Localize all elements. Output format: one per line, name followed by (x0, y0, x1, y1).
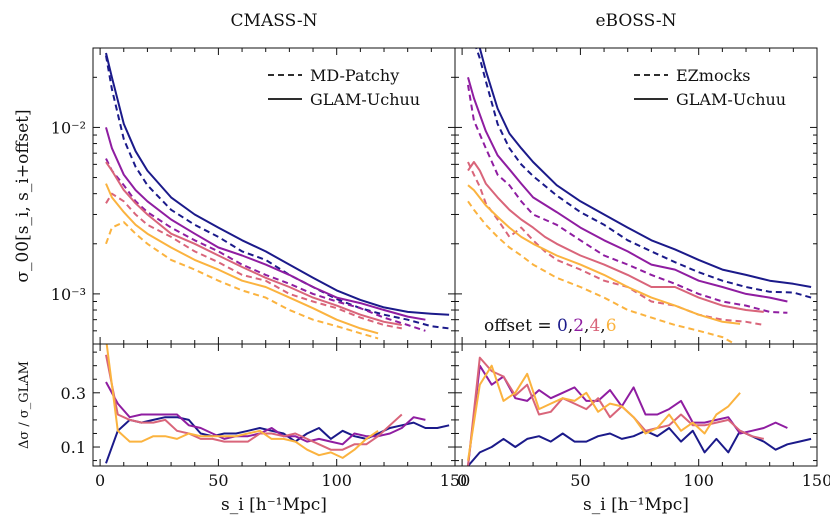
eboss-top-offset6-dashed-line (467, 200, 737, 344)
panel-eboss-bottom-frame (454, 343, 818, 467)
y-tick-label-bottom: 0.3 (61, 384, 86, 403)
x-tick-label: 100 (321, 471, 352, 490)
panel-cmass-bottom-frame (92, 343, 456, 467)
panel-cmass-bottom-series (105, 344, 450, 464)
legend-cmass: MD-Patchy GLAM-Uchuu (268, 66, 420, 109)
eboss-top-offset2-solid-line (467, 77, 788, 303)
offset-value-4: 4 (589, 316, 600, 336)
y-tick-label-bottom: 0.1 (61, 438, 86, 457)
panel-cmass-top-series (105, 52, 450, 340)
x-tick-label: 100 (683, 471, 714, 490)
cmass-bottom-offset2-solid-line (105, 381, 426, 446)
cmass-top-offset0-solid-line (105, 52, 450, 316)
offset-value-2: 2 (573, 316, 584, 336)
cmass-bottom-offset0-solid-line (105, 416, 450, 464)
offset-separator: , (600, 316, 605, 336)
cmass-top-offset6-dashed-line (105, 221, 379, 340)
eboss-bottom-offset6-solid-line (467, 364, 741, 461)
x-axis-label-right: s_i [h⁻¹Mpc] (583, 495, 689, 515)
x-tick-label: 0 (457, 471, 467, 490)
cmass-top-offset2-dashed-line (105, 158, 426, 332)
x-tick-label: 50 (208, 471, 228, 490)
eboss-top-offset2-dashed-line (467, 84, 788, 314)
cmass-top-offset4-solid-line (105, 161, 402, 326)
offset-value-0: 0 (557, 316, 568, 336)
y-axis-label-bottom: Δσ / σ_GLAM (17, 361, 32, 449)
title-cmass: CMASS-N (231, 11, 318, 31)
eboss-top-offset6-solid-line (467, 184, 741, 325)
eboss-top-offset0-dashed-line (475, 48, 812, 299)
offset-prefix: offset = (484, 316, 557, 336)
eboss-bottom-offset2-solid-line (467, 364, 788, 466)
cmass-top-offset6-solid-line (105, 183, 379, 335)
x-tick-label: 150 (802, 471, 830, 490)
eboss-bottom-offset4-solid-line (467, 356, 765, 466)
offset-separator: , (568, 316, 573, 336)
y-tick-label-top: 10⁻² (51, 118, 86, 137)
x-tick-label: 50 (570, 471, 590, 490)
cmass-top-offset4-dashed-line (105, 192, 402, 330)
y-axis-label-top: σ_00[s_i, s_i+offset] (13, 109, 33, 282)
title-eboss: eBOSS-N (595, 11, 676, 31)
cmass-bottom-offset4-solid-line (105, 354, 403, 451)
legend-label-md-patchy: MD-Patchy (310, 66, 399, 85)
x-tick-label: 0 (95, 471, 105, 490)
panel-eboss-bottom-series (467, 356, 812, 466)
legend-label-glam-uchuu: GLAM-Uchuu (676, 90, 786, 109)
cmass-top-offset0-dashed-line (105, 55, 450, 330)
offset-annotation: offset = 0,2,4,6 (484, 316, 617, 336)
eboss-top-offset4-solid-line (467, 161, 764, 313)
offset-value-6: 6 (606, 316, 617, 336)
x-axis-label-left: s_i [h⁻¹Mpc] (221, 495, 327, 515)
cmass-top-offset2-solid-line (105, 127, 426, 321)
x-tick-label: 150 (440, 471, 471, 490)
legend-eboss: EZmocks GLAM-Uchuu (634, 66, 786, 109)
legend-label-ezmocks: EZmocks (676, 66, 750, 85)
legend-label-glam-uchuu: GLAM-Uchuu (310, 90, 420, 109)
eboss-bottom-offset0-solid-line (467, 427, 812, 466)
eboss-top-offset0-solid-line (478, 48, 812, 288)
offset-separator: , (584, 316, 589, 336)
y-tick-label-top: 10⁻³ (51, 285, 86, 304)
panel-eboss-top-series (467, 48, 812, 344)
cmass-bottom-offset6-solid-line (105, 344, 379, 459)
